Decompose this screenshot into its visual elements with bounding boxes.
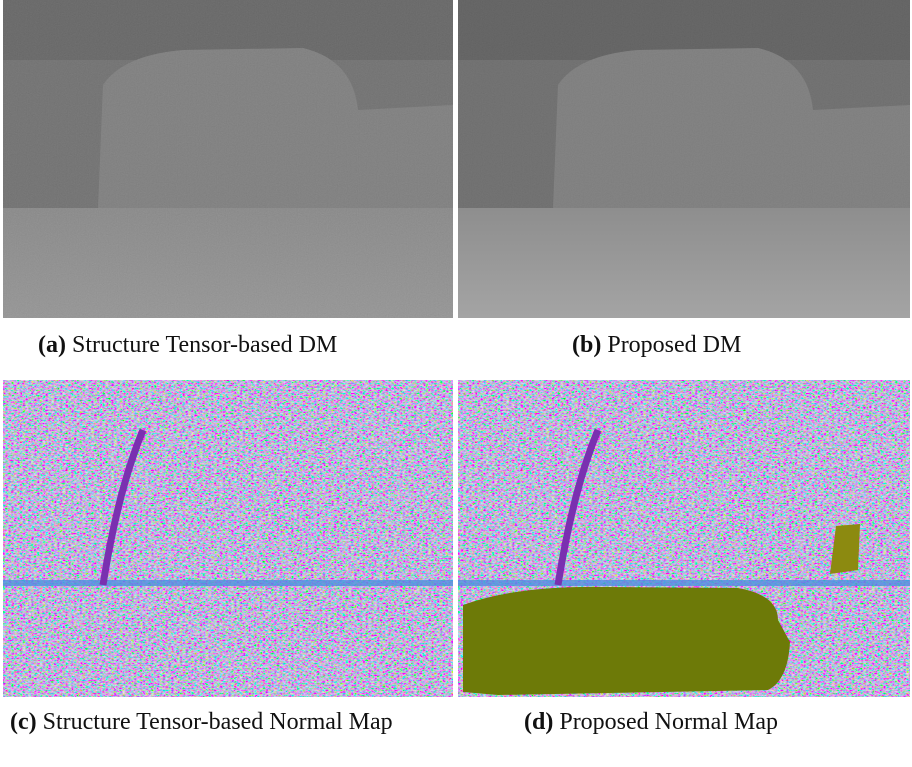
panel-label: (d) bbox=[524, 709, 553, 735]
depth-map-b bbox=[458, 0, 910, 318]
caption: (c) Structure Tensor-based Normal Map bbox=[10, 707, 460, 737]
depth-map-a bbox=[3, 0, 453, 318]
caption: (a) Structure Tensor-based DM bbox=[38, 330, 337, 360]
caption-text: Structure Tensor-based DM bbox=[72, 332, 337, 358]
caption-text: Proposed DM bbox=[607, 332, 741, 358]
caption: (d) Proposed Normal Map bbox=[524, 707, 778, 737]
caption-text: Proposed Normal Map bbox=[559, 709, 778, 735]
panel-label: (c) bbox=[10, 709, 37, 735]
caption-text: Structure Tensor-based Normal Map bbox=[43, 709, 393, 735]
panel-label: (a) bbox=[38, 332, 66, 358]
caption: (b) Proposed DM bbox=[572, 330, 741, 360]
figure: (a) Structure Tensor-based DM (b) Propos… bbox=[0, 0, 912, 767]
panel-label: (b) bbox=[572, 332, 601, 358]
normal-map-c bbox=[3, 380, 453, 697]
normal-map-d bbox=[458, 380, 910, 697]
